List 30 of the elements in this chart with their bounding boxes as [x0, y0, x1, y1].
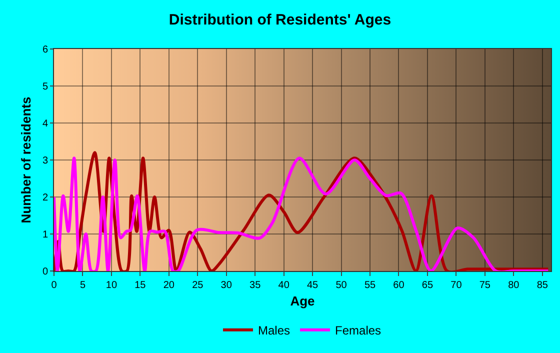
y-tick-label: 6 [42, 44, 48, 56]
x-tick-label: 70 [450, 280, 462, 291]
y-tick-label: 0 [42, 266, 48, 278]
legend-label: Males [258, 324, 290, 338]
x-tick-label: 85 [536, 280, 548, 291]
x-tick-label: 50 [336, 280, 348, 291]
x-tick-label: 55 [364, 280, 376, 291]
x-tick-label: 0 [51, 280, 58, 291]
x-tick-label: 75 [479, 280, 491, 291]
x-tick-label: 40 [278, 280, 290, 291]
x-tick-label: 65 [422, 280, 434, 291]
x-axis-title: Age [290, 294, 315, 309]
x-tick-label: 5 [80, 280, 86, 291]
y-tick-label: 5 [42, 82, 48, 92]
x-tick-label: 10 [106, 280, 118, 291]
y-tick-label: 1 [42, 230, 48, 240]
x-tick-label: 80 [508, 280, 520, 291]
x-tick-label: 35 [250, 280, 262, 291]
x-tick-label: 20 [163, 280, 175, 291]
x-tick-label: 60 [393, 280, 405, 291]
y-tick-label: 3 [42, 156, 48, 166]
x-tick-label: 15 [134, 280, 146, 291]
x-tick-label: 45 [306, 280, 319, 291]
chart-title: Distribution of Residents' Ages [168, 12, 392, 29]
legend-label: Females [335, 324, 382, 338]
y-tick-label: 4 [42, 118, 48, 130]
y-tick-label: 2 [42, 192, 48, 204]
y-axis-title: Number of residents [18, 96, 34, 224]
x-tick-label: 25 [192, 280, 204, 291]
x-tick-label: 30 [220, 280, 232, 291]
